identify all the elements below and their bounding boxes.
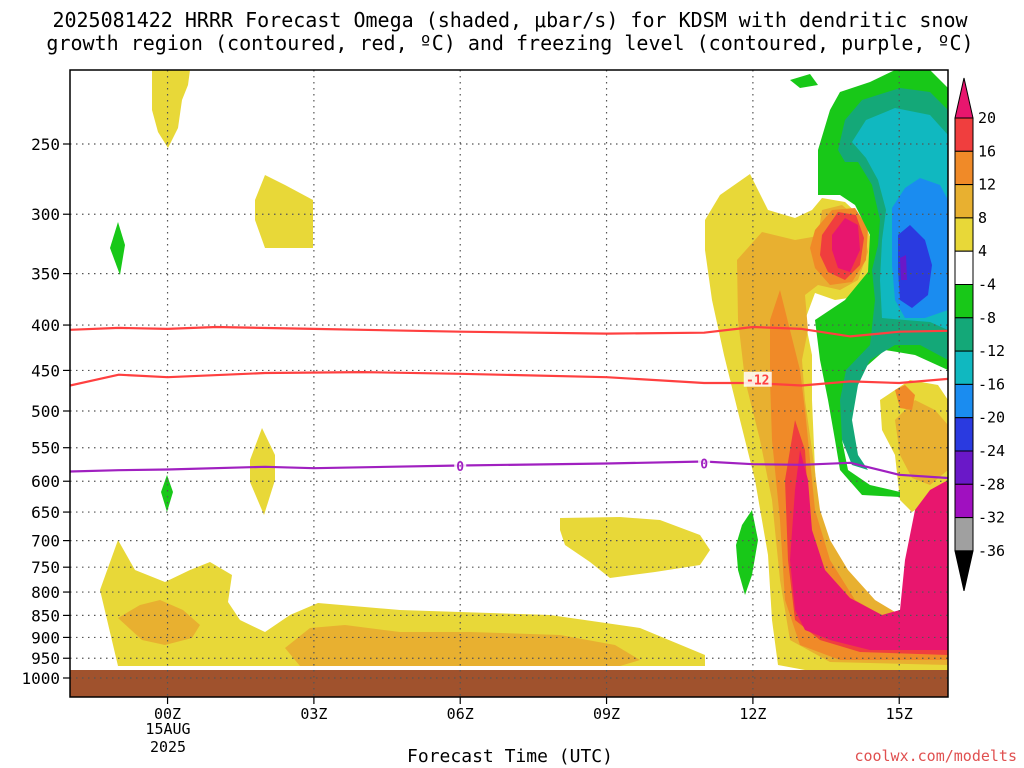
colorbar-label: -12 <box>978 342 1005 360</box>
x-tick-label: 03Z <box>300 705 327 723</box>
omega-shade-orange-light <box>285 625 640 666</box>
colorbar-label: -32 <box>978 509 1005 527</box>
y-tick-label: 250 <box>31 135 60 154</box>
colorbar-label: -8 <box>978 309 996 327</box>
omega-shade-green <box>161 475 173 512</box>
y-tick-label: 750 <box>31 558 60 577</box>
contour-line <box>70 371 948 387</box>
omega-shade-blue <box>898 225 932 308</box>
colorbar-swatch <box>954 117 974 152</box>
contour-label-bg <box>698 455 711 471</box>
colorbar-label: 20 <box>978 109 996 127</box>
colorbar-label: -24 <box>978 442 1005 460</box>
x-date-label-1: 15AUG <box>145 720 190 738</box>
contour-line <box>70 460 948 480</box>
colorbar-swatch <box>954 383 974 419</box>
colorbar-swatch <box>954 284 974 319</box>
y-tick-label: 700 <box>31 532 60 551</box>
colorbar-arrow-bottom <box>954 550 974 592</box>
y-tick-label: 950 <box>31 649 60 668</box>
colorbar-swatch <box>954 184 974 219</box>
colorbar-swatch <box>954 250 974 285</box>
y-tick-label: 550 <box>31 439 60 458</box>
x-tick-label: 09Z <box>593 705 620 723</box>
y-tick-label: 900 <box>31 628 60 647</box>
x-tick-label: 00Z <box>154 705 181 723</box>
colorbar-label: 16 <box>978 142 996 160</box>
colorbar-swatch <box>954 317 974 352</box>
omega-shade-green <box>790 74 818 88</box>
contour-label: 0 <box>700 457 708 472</box>
omega-shade-orange-light <box>895 400 948 485</box>
omega-shade-green <box>110 222 125 275</box>
title-line-1: 2025081422 HRRR Forecast Omega (shaded, … <box>52 8 968 32</box>
colorbar-arrow-top <box>954 77 974 119</box>
x-tick-label: 12Z <box>739 705 766 723</box>
colorbar-label: 4 <box>978 242 987 260</box>
y-tick-label: 850 <box>31 606 60 625</box>
contour-label-bg <box>454 458 467 474</box>
x-axis-title: Forecast Time (UTC) <box>407 746 613 767</box>
colorbar-label: -4 <box>978 276 996 294</box>
temperature-contours <box>70 325 948 480</box>
omega-shade-orange <box>895 385 915 410</box>
x-axis: 00Z 03Z 06Z 09Z 12Z 15Z <box>154 697 913 723</box>
credit-text: coolwx.com/modelts <box>854 747 1017 765</box>
contour-label: -12 <box>746 374 769 389</box>
contour-label: 0 <box>456 460 464 475</box>
colorbar-label: -16 <box>978 375 1005 393</box>
y-tick-label: 350 <box>31 265 60 284</box>
colorbar-label: -36 <box>978 542 1005 560</box>
colorbar-swatch <box>954 350 974 385</box>
contour-label-bg <box>743 371 772 387</box>
colorbar-label: 12 <box>978 176 996 194</box>
colorbar-label: 8 <box>978 209 987 227</box>
y-tick-label: 450 <box>31 361 60 380</box>
colorbar-label: -28 <box>978 475 1005 493</box>
omega-shade-magenta <box>832 218 860 272</box>
omega-shade-yellow <box>255 175 313 248</box>
underground-mask <box>70 670 948 697</box>
colorbar-label: -20 <box>978 409 1005 427</box>
y-axis: 250 300 350 400 450 500 550 600 650 700 750 800 850 9… <box>21 135 70 688</box>
y-tick-label: 300 <box>31 205 60 224</box>
omega-shade-yellow <box>152 70 190 148</box>
omega-shade-orange-light <box>118 600 200 645</box>
omega-shade-purple <box>900 255 907 280</box>
colorbar-swatch <box>954 217 974 252</box>
omega-shade-green <box>736 510 758 595</box>
title-line-2: growth region (contoured, red, ºC) and f… <box>46 31 973 55</box>
y-tick-label: 400 <box>31 316 60 335</box>
y-tick-label: 650 <box>31 503 60 522</box>
colorbar-swatch <box>954 417 974 452</box>
x-date-label-2: 2025 <box>150 738 186 756</box>
contour-labels: -12 0 0 <box>454 371 772 475</box>
colorbar-swatch <box>954 150 974 186</box>
colorbar-swatch <box>954 517 974 552</box>
y-tick-label: 600 <box>31 472 60 491</box>
y-tick-label: 1000 <box>21 669 60 688</box>
colorbar-swatch <box>954 450 974 485</box>
x-tick-label: 06Z <box>447 705 474 723</box>
x-tick-label: 15Z <box>886 705 913 723</box>
colorbar-swatch <box>954 483 974 519</box>
omega-shade-yellow <box>250 428 275 515</box>
omega-shade-magenta <box>790 450 948 650</box>
y-tick-label: 500 <box>31 402 60 421</box>
omega-shade-yellow <box>560 517 710 578</box>
omega-shade-yellow <box>100 540 705 666</box>
y-tick-label: 800 <box>31 583 60 602</box>
contour-line <box>70 325 948 338</box>
colorbar: 20 16 12 8 4 -4 -8 -12 -16 -20 -24 -28 -32 -36 <box>954 77 1005 592</box>
plot-frame <box>69 69 949 698</box>
